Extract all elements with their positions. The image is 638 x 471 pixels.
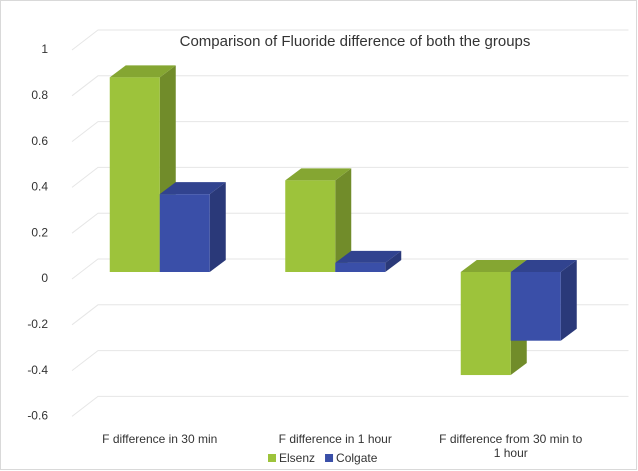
bar-top [335, 250, 402, 263]
grid-line [71, 166, 629, 188]
grid-line [71, 29, 629, 51]
bar [510, 272, 561, 341]
grid-line [71, 258, 629, 280]
grid-line [71, 395, 629, 417]
bar-side [385, 250, 402, 272]
grid-line [71, 304, 629, 326]
bar [109, 77, 160, 272]
y-tick-label: 0.2 [31, 225, 48, 239]
bar-side [209, 182, 226, 272]
grid-line [71, 212, 629, 234]
x-tick-label: F difference in 30 min [102, 432, 218, 446]
legend-swatch [268, 454, 276, 462]
y-tick-label: 0 [41, 271, 48, 285]
legend-label: Colgate [336, 451, 378, 465]
grid-line [71, 75, 629, 97]
grid-line [71, 350, 629, 371]
bar-side [335, 168, 352, 272]
bar [335, 262, 386, 272]
bar-top [109, 65, 176, 78]
chart-title: Comparison of Fluoride difference of bot… [180, 33, 531, 50]
bar-top [159, 182, 226, 195]
y-tick-label: -0.4 [27, 363, 48, 377]
y-tick-label: -0.2 [27, 317, 48, 331]
legend-swatch [325, 454, 334, 462]
y-tick-label: 0.4 [31, 180, 48, 194]
y-tick-label: 0.8 [31, 88, 48, 102]
y-tick-label: -0.6 [27, 409, 48, 423]
bar [285, 180, 336, 272]
legend-label: Elsenz [279, 451, 315, 465]
bar-top [510, 260, 577, 272]
grid-line [71, 121, 629, 142]
bar-side [560, 260, 577, 341]
bar-top [285, 168, 352, 181]
y-tick-label: 0.6 [31, 134, 48, 148]
bar-top [460, 260, 527, 272]
y-tick-label: 1 [41, 42, 48, 56]
x-tick-label: F difference from 30 min to 1 hour [439, 432, 583, 460]
bar [460, 272, 511, 376]
bar [159, 194, 210, 272]
x-tick-label: F difference in 1 hour [278, 432, 392, 446]
